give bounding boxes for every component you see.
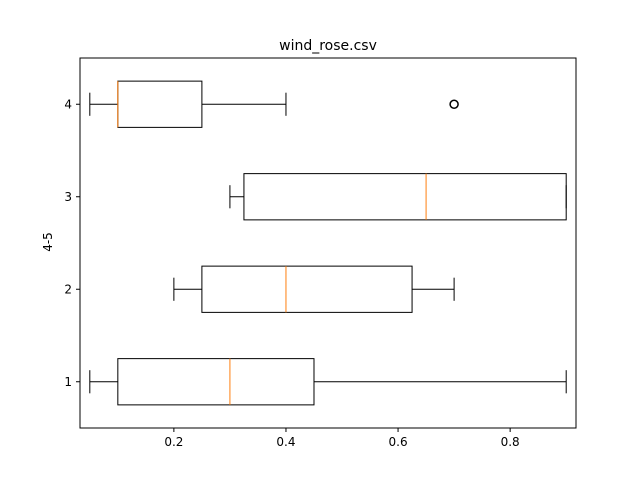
y-tick-label: 4 [64,97,72,111]
x-tick-label: 0.2 [164,435,183,449]
box [243,173,567,221]
axes-frame [79,57,577,429]
box [117,358,315,406]
box [117,80,203,128]
y-tick-label: 2 [64,282,72,296]
chart-title: wind_rose.csv [279,38,377,54]
y-axis-label: 4-5 [41,232,55,252]
flier-point [449,99,459,109]
x-tick-label: 0.8 [501,435,520,449]
x-tick-label: 0.4 [276,435,295,449]
x-tick-label: 0.6 [389,435,408,449]
y-tick-label: 3 [64,190,72,204]
plot-area: 0.2 0.4 0.6 0.8 1 2 3 4 [64,80,567,449]
y-tick-label: 1 [64,375,72,389]
box [201,265,413,313]
